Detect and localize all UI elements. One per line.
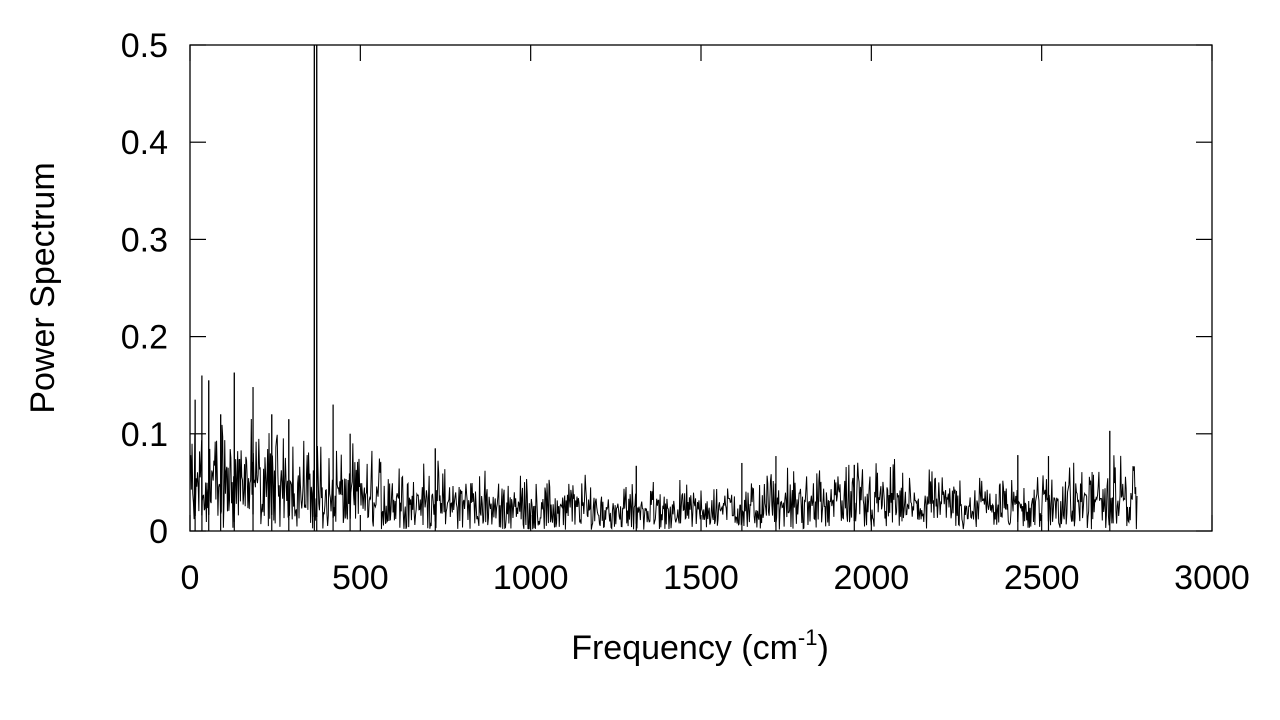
spectrum-series-line [189,44,1138,530]
y-tick-label: 0.3 [121,221,168,259]
ticks-layer [189,44,1213,532]
x-tick-label: 0 [181,559,200,597]
x-tick-label: 2000 [834,559,910,597]
x-axis-label-suffix: ) [817,629,828,667]
y-tick-label: 0 [149,513,168,551]
y-tick-label: 0.1 [121,416,168,454]
x-tick-label: 1000 [493,559,569,597]
y-tick-label: 0.4 [121,124,168,162]
x-tick-label: 500 [332,559,389,597]
y-tick-label: 0.5 [121,27,168,65]
tick-labels-layer: 0 500 1000 1500 2000 2500 3000 0 0.1 0.2 0.3 0.4 0.5 [121,27,1250,597]
plot-frame [189,44,1213,532]
series-layer [189,44,1138,531]
x-tick-label: 2500 [1004,559,1080,597]
x-axis-label-superscript: -1 [798,625,818,650]
y-axis-label: Power Spectrum [24,162,62,413]
x-tick-label: 1500 [663,559,739,597]
x-axis-label: Frequency (cm-1) [571,625,829,667]
x-axis-label-text: Frequency (cm [571,629,798,667]
y-tick-label: 0.2 [121,319,168,357]
x-tick-label: 3000 [1174,559,1250,597]
